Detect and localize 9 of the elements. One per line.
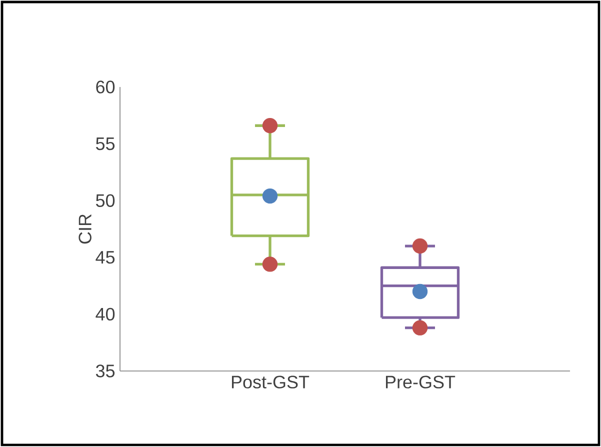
- y-tick-label: 35: [96, 364, 115, 378]
- y-tick-label: 50: [96, 194, 115, 207]
- x-tick-label: Pre-GST: [386, 376, 456, 388]
- x-tick-label: Post-GST: [232, 376, 310, 388]
- y-tick-label: 55: [96, 138, 115, 150]
- y-axis-title: CIR: [78, 214, 92, 244]
- y-tick-label: 45: [96, 251, 115, 264]
- y-tick-label: 60: [96, 80, 115, 94]
- y-tick-label: 40: [96, 308, 115, 321]
